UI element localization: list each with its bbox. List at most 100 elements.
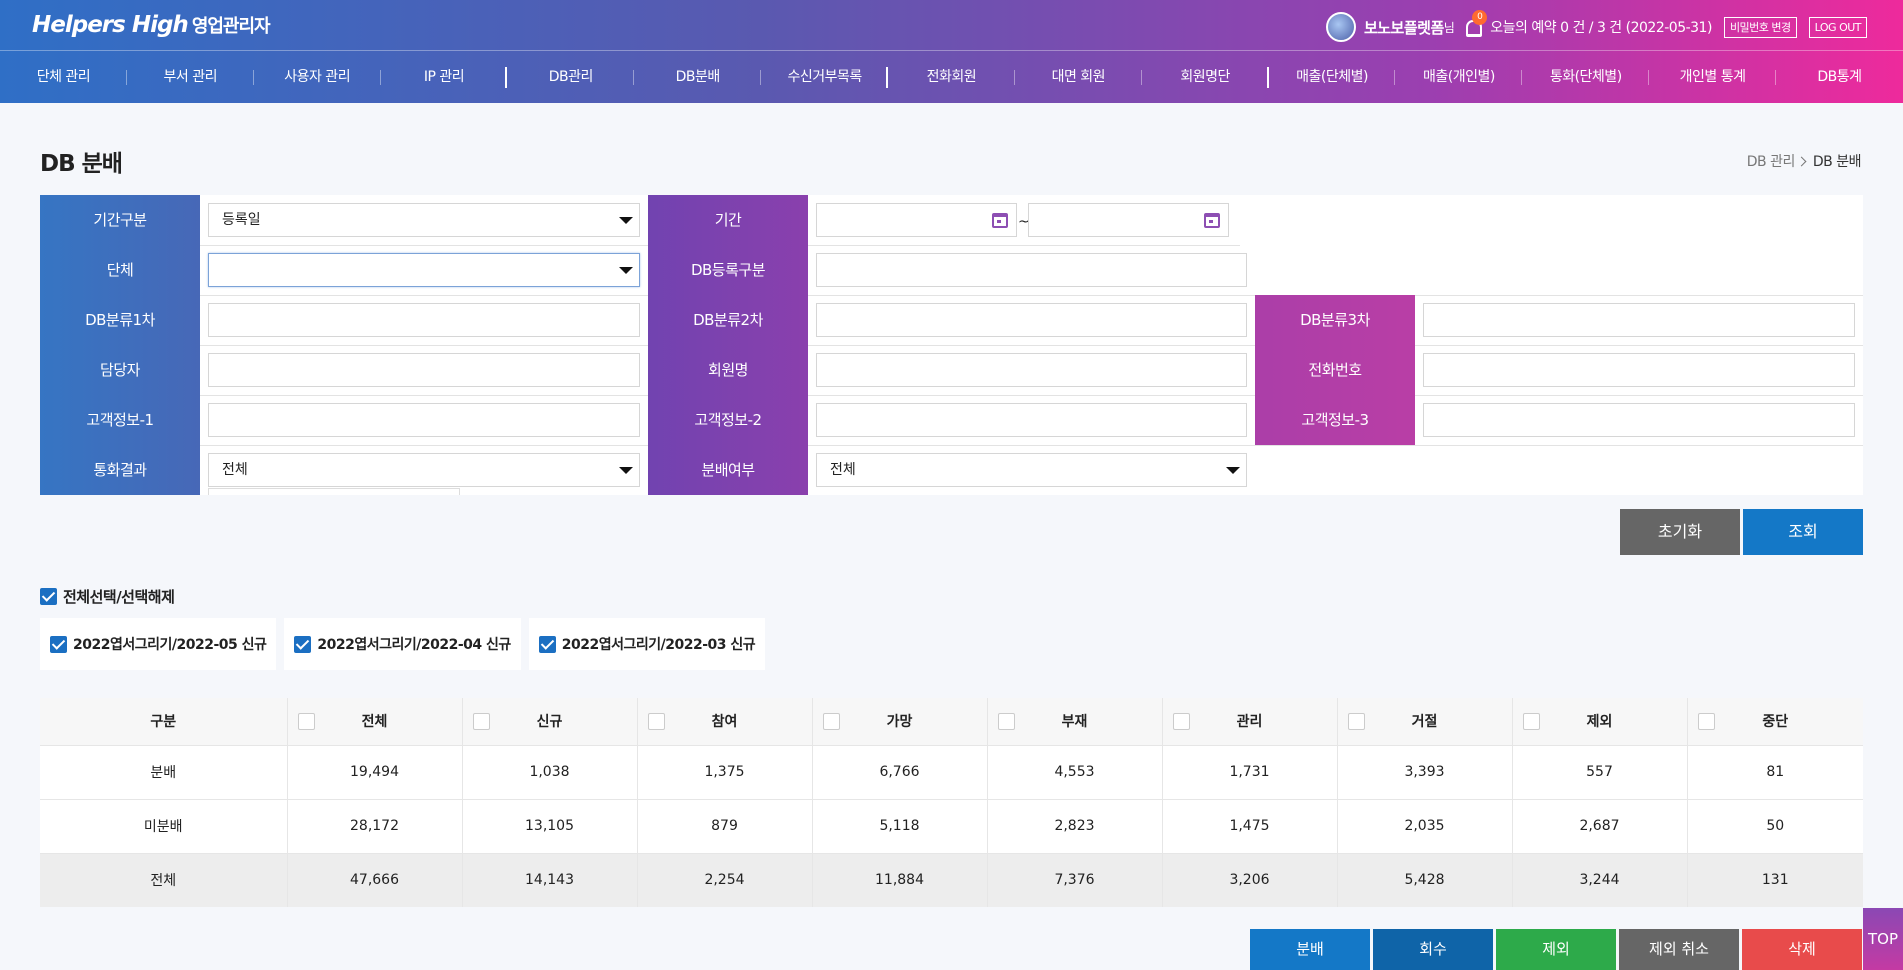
checkbox-icon[interactable]	[472, 713, 490, 730]
db-chip[interactable]: 2022엽서그리기/2022-03 신규	[528, 618, 766, 670]
checkbox-checked-icon[interactable]	[294, 635, 312, 653]
search-button[interactable]: 조회	[1743, 509, 1863, 555]
table-row-total: 전체 47,666 14,143 2,254 11,884 7,376 3,20…	[40, 852, 1863, 907]
checkbox-checked-icon[interactable]	[40, 588, 57, 605]
checkbox-checked-icon[interactable]	[50, 635, 67, 653]
customer1-input[interactable]	[208, 403, 640, 437]
nav-item[interactable]: 부서 관리	[127, 51, 254, 103]
column-header-label: 거절	[1411, 714, 1438, 731]
nav-item[interactable]: 개인별 통계	[1649, 51, 1776, 103]
phone-input[interactable]	[1423, 353, 1855, 387]
selected-db-list: 2022엽서그리기/2022-05 신규 2022엽서그리기/2022-04 신…	[40, 618, 773, 670]
nav-item[interactable]: 수신거부목록	[761, 51, 888, 103]
db-reg-type-input[interactable]	[816, 253, 1247, 287]
nav-item[interactable]: DB관리	[507, 51, 635, 103]
row-divider	[200, 395, 1863, 396]
db-chip[interactable]: 2022엽서그리기/2022-05 신규	[40, 618, 277, 670]
db-cat1-input[interactable]	[208, 303, 640, 337]
search-form: 기간구분 등록일 기간 ~ 단체 DB등록구분 DB분류1차 DB분류2차 DB…	[40, 195, 1863, 495]
column-header: 가망	[811, 698, 987, 745]
call-result-select[interactable]: 전체	[208, 453, 640, 487]
column-header-label: 관리	[1236, 714, 1263, 731]
nav-item[interactable]: 통화(단체별)	[1522, 51, 1650, 103]
db-chip[interactable]: 2022엽서그리기/2022-04 신규	[284, 618, 521, 670]
scroll-top-button[interactable]: TOP	[1863, 908, 1903, 970]
calendar-icon[interactable]	[992, 213, 1008, 228]
start-date-input[interactable]	[816, 203, 1017, 237]
manager-input[interactable]	[208, 353, 640, 387]
member-name-input[interactable]	[816, 353, 1247, 387]
retrieve-button[interactable]: 회수	[1373, 929, 1493, 970]
table-cell: 47,666	[286, 852, 462, 907]
checkbox-icon[interactable]	[1172, 713, 1190, 730]
table-cell: 28,172	[286, 798, 462, 853]
breadcrumb-item[interactable]: DB 관리	[1746, 154, 1796, 170]
column-header: 제외	[1511, 698, 1687, 745]
chevron-down-icon	[619, 467, 633, 474]
checkbox-icon[interactable]	[997, 713, 1015, 730]
table-row: 미분배 28,172 13,105 879 5,118 2,823 1,475 …	[40, 798, 1863, 853]
checkbox-icon[interactable]	[297, 713, 315, 730]
row-divider	[200, 445, 1863, 446]
period-type-value: 등록일	[222, 212, 261, 228]
table-header-row: 구분 전체 신규 참여 가망 부재 관리 거절 제외 중단	[40, 698, 1863, 745]
label-db-cat3: DB분류3차	[1255, 295, 1415, 345]
nav-item[interactable]: 매출(단체별)	[1269, 51, 1396, 103]
chevron-down-icon	[1226, 467, 1240, 474]
exclude-button[interactable]: 제외	[1496, 929, 1616, 970]
checkbox-icon[interactable]	[647, 713, 665, 730]
table-cell: 131	[1686, 852, 1863, 907]
cancel-exclude-button[interactable]: 제외 취소	[1619, 929, 1739, 970]
row-divider	[200, 345, 1863, 346]
dropdown-hint	[208, 488, 460, 495]
db-cat3-input[interactable]	[1423, 303, 1855, 337]
checkbox-icon[interactable]	[1697, 713, 1715, 730]
nav-item[interactable]: 사용자 관리	[254, 51, 381, 103]
checkbox-icon[interactable]	[822, 713, 840, 730]
end-date-input[interactable]	[1028, 203, 1229, 237]
checkbox-icon[interactable]	[1522, 713, 1540, 730]
nav-item[interactable]: IP 관리	[381, 51, 508, 103]
table-cell: 879	[636, 798, 812, 853]
column-header-label: 부재	[1061, 714, 1088, 731]
bell-icon[interactable]: 0	[1464, 10, 1488, 37]
group-select[interactable]	[208, 253, 640, 287]
table-cell: 14,143	[461, 852, 637, 907]
nav-item[interactable]: 매출(개인별)	[1395, 51, 1523, 103]
reset-button[interactable]: 초기화	[1620, 509, 1740, 555]
column-header-label: 가망	[886, 714, 913, 731]
nav-item[interactable]: 대면 회원	[1015, 51, 1142, 103]
checkbox-icon[interactable]	[1347, 713, 1365, 730]
distributed-select[interactable]: 전체	[816, 453, 1247, 487]
distributed-value: 전체	[830, 462, 856, 478]
nav-item[interactable]: DB분배	[634, 51, 762, 103]
logo-subtitle: 영업관리자	[191, 16, 271, 37]
select-all-toggle[interactable]: 전체선택/선택해제	[40, 586, 175, 607]
nav-item[interactable]: 단체 관리	[0, 51, 127, 103]
table-cell: 미분배	[40, 798, 287, 853]
row-divider	[200, 295, 1863, 296]
chevron-down-icon	[619, 267, 633, 274]
table-cell: 13,105	[461, 798, 637, 853]
nav-item[interactable]: DB통계	[1817, 69, 1862, 85]
db-cat2-input[interactable]	[816, 303, 1247, 337]
action-bar: 분배 회수 제외 제외 취소 삭제	[1250, 929, 1862, 970]
checkbox-checked-icon[interactable]	[538, 635, 556, 653]
calendar-icon[interactable]	[1204, 213, 1220, 228]
customer3-input[interactable]	[1423, 403, 1855, 437]
change-password-button[interactable]: 비밀번호 변경	[1723, 16, 1797, 38]
logout-button[interactable]: LOG OUT	[1808, 16, 1867, 38]
distribute-button[interactable]: 분배	[1250, 929, 1370, 970]
select-all-label: 전체선택/선택해제	[63, 588, 175, 606]
db-chip-label: 2022엽서그리기/2022-05 신규	[73, 637, 267, 653]
nav-item[interactable]: 회원명단	[1142, 51, 1269, 103]
customer2-input[interactable]	[816, 403, 1247, 437]
notification-count: 0	[1472, 10, 1488, 25]
delete-button[interactable]: 삭제	[1742, 929, 1862, 970]
chevron-down-icon	[619, 217, 633, 224]
nav-item[interactable]: 전화회원	[888, 51, 1015, 103]
column-header: 참여	[636, 698, 812, 745]
column-header: 구분	[40, 698, 287, 745]
period-type-select[interactable]: 등록일	[208, 203, 640, 237]
logo[interactable]: Helpers High 영업관리자	[32, 12, 271, 38]
